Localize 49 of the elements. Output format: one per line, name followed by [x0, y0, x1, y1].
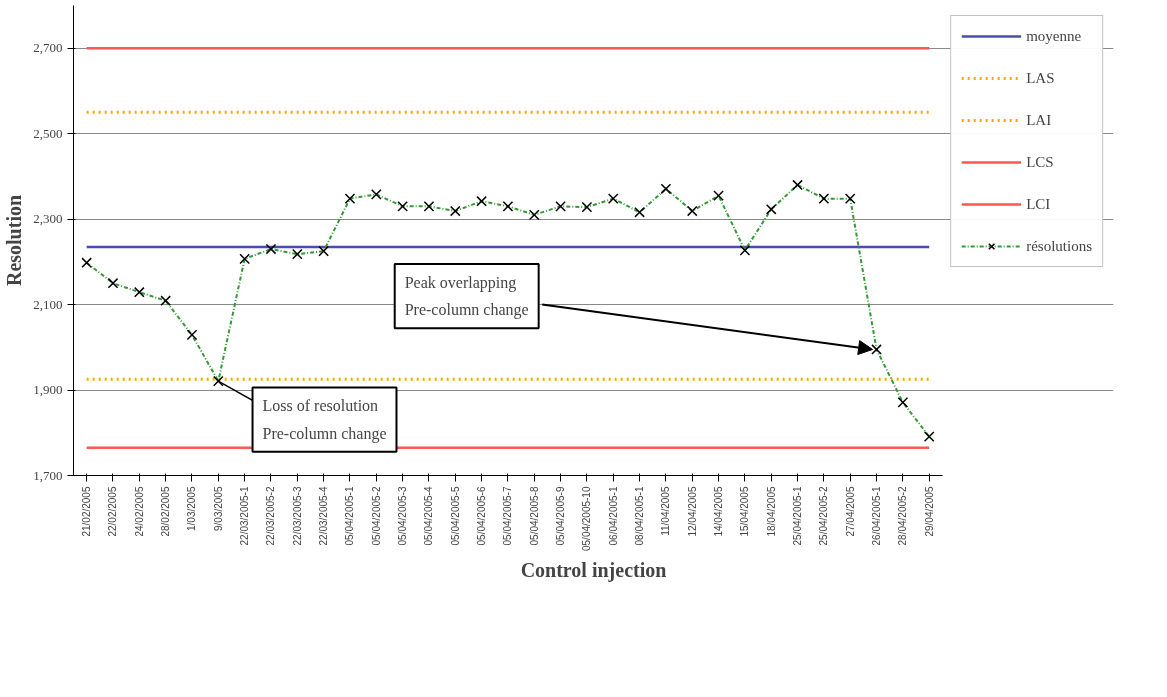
x-tick-label: 18/04/2005	[765, 486, 777, 537]
x-tick-label: 25/04/2005-2	[818, 486, 830, 546]
y-tick-label: 2,700	[33, 40, 63, 56]
x-tick-label: 08/04/2005-1	[634, 486, 646, 546]
x-tick-label: 05/04/2005-5	[449, 486, 461, 546]
x-tick-label: 22/03/2005-4	[318, 486, 330, 546]
y-tick-label: 2,100	[33, 296, 63, 312]
x-tick-label: 22/03/2005-2	[265, 486, 277, 546]
x-tick-label: 05/04/2005-1	[344, 486, 356, 546]
x-tick-label: 12/04/2005	[686, 486, 698, 537]
legend-label: résolutions	[1026, 237, 1092, 255]
x-tick-label: 24/02/2005	[133, 486, 145, 537]
y-tick-label: 1,700	[33, 467, 63, 483]
y-axis-title: Resolution	[3, 194, 26, 287]
y-tick-label: 1,900	[33, 382, 63, 398]
x-tick-label: 25/04/2005-1	[792, 486, 804, 546]
x-tick-label: 9/03/2005	[212, 486, 224, 531]
annotation: Loss of resolution Pre-column change	[262, 397, 387, 443]
x-tick-label: 05/04/2005-3	[397, 486, 409, 546]
x-tick-label: 22/03/2005-3	[291, 486, 303, 546]
x-tick-label: 11/04/2005	[660, 486, 672, 536]
x-tick-label: 21/02/2005	[81, 486, 93, 537]
legend-label: LCS	[1026, 153, 1054, 171]
x-tick-label: 05/04/2005-2	[370, 486, 382, 546]
x-tick-label: 06/04/2005-1	[607, 486, 619, 546]
x-tick-label: 05/04/2005-4	[423, 486, 435, 546]
x-tick-label: 27/04/2005	[844, 486, 856, 537]
x-tick-label: 05/04/2005-9	[555, 486, 567, 546]
legend-label: LAI	[1026, 111, 1052, 129]
x-tick-label: 15/04/2005	[739, 486, 751, 537]
x-tick-label: 28/04/2005-2	[897, 486, 909, 546]
x-tick-label: 05/04/2005-8	[528, 486, 540, 546]
x-tick-label: 05/04/2005-10	[581, 486, 593, 551]
x-tick-label: 29/04/2005	[923, 486, 935, 537]
x-tick-label: 05/04/2005-7	[502, 486, 514, 546]
annotation: Peak overlapping Pre-column change	[404, 274, 529, 320]
x-tick-label: 14/04/2005	[713, 486, 725, 537]
x-tick-label: 22/02/2005	[107, 486, 119, 537]
x-tick-label: 05/04/2005-6	[476, 486, 488, 546]
x-tick-label: 28/02/2005	[160, 486, 172, 537]
legend-label: LCI	[1026, 195, 1051, 213]
legend-label: LAS	[1026, 69, 1055, 87]
y-tick-label: 2,300	[33, 211, 63, 227]
y-tick-label: 2,500	[33, 125, 63, 141]
x-tick-label: 1/03/2005	[186, 486, 198, 531]
legend-label: moyenne	[1026, 27, 1082, 45]
x-tick-label: 26/04/2005-1	[871, 486, 883, 546]
x-tick-label: 22/03/2005-1	[239, 486, 251, 546]
x-axis-title: Control injection	[520, 559, 667, 582]
